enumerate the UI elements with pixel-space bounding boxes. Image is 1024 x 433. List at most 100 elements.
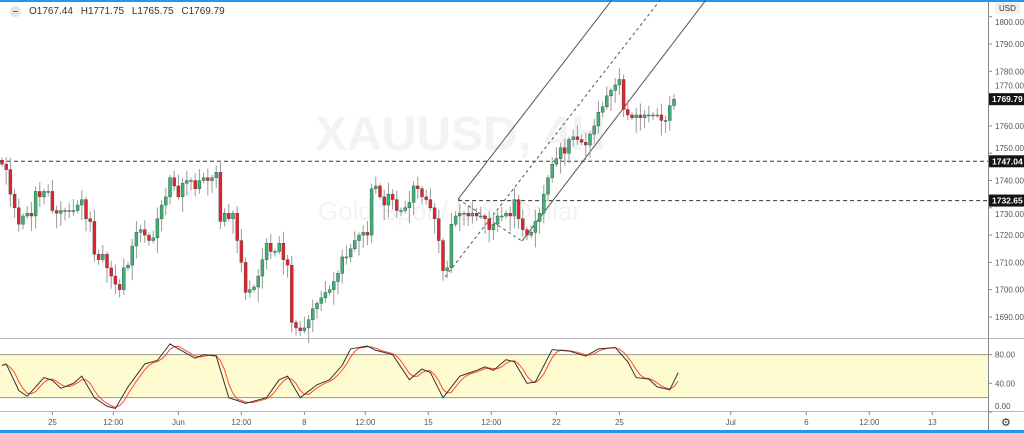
osc-tick-label: 0.00 — [995, 402, 1011, 411]
candle-up — [529, 232, 533, 236]
candle-up — [311, 308, 315, 320]
candle-down — [294, 322, 298, 329]
time-tick-label: 12:00 — [859, 418, 880, 427]
price-label-box — [989, 93, 1024, 106]
candle-down — [432, 207, 437, 219]
candle-up — [655, 114, 659, 117]
candle-down — [17, 207, 21, 225]
candle-up — [403, 207, 407, 211]
time-tick-label: 25 — [48, 418, 57, 427]
candle-up — [63, 210, 67, 212]
candle-up — [164, 196, 168, 206]
candle-up — [264, 243, 269, 260]
candle-up — [252, 286, 256, 290]
candle-down — [378, 185, 382, 198]
candle-up — [222, 213, 227, 222]
settings-gear-icon[interactable]: ⚙ — [1001, 417, 1011, 429]
drawings[interactable] — [0, 0, 988, 278]
candle-down — [109, 267, 113, 277]
candle-up — [600, 106, 605, 113]
candle-down — [298, 327, 302, 331]
candle-up — [214, 172, 218, 178]
candle-up — [327, 289, 332, 293]
currency-button[interactable]: USD — [995, 3, 1020, 14]
candle-down — [235, 213, 239, 241]
time-tick-label: Jun — [172, 418, 185, 427]
candle-up — [155, 218, 160, 239]
candle-up — [407, 202, 412, 208]
candle-down — [487, 218, 491, 230]
candle-down — [50, 191, 55, 211]
watermark-description: Gold Spot / U.S. Dollar — [318, 196, 581, 226]
candle-down — [117, 284, 122, 290]
candle-up — [554, 158, 559, 165]
candle-up — [46, 191, 50, 193]
price-tick-label: 1700.00 — [995, 286, 1024, 295]
candle-up — [201, 177, 206, 181]
candle-up — [319, 297, 323, 304]
candle-up — [571, 136, 575, 140]
candle-up — [453, 215, 458, 225]
candle-down — [206, 177, 210, 181]
price-tick-label: 1710.00 — [995, 258, 1024, 267]
candle-down — [508, 213, 512, 217]
candle-up — [411, 185, 416, 203]
candle-down — [12, 193, 17, 208]
candles — [0, 68, 676, 343]
candle-up — [344, 256, 349, 259]
candle-up — [399, 210, 403, 212]
close-value: C1769.79 — [181, 6, 225, 17]
candle-down — [29, 213, 34, 217]
candle-down — [441, 240, 445, 271]
candle-up — [126, 264, 130, 269]
candle-down — [575, 136, 580, 140]
candle-down — [525, 229, 529, 236]
candle-down — [0, 159, 4, 165]
price-tick-label: 1780.00 — [995, 67, 1024, 76]
candle-down — [227, 213, 231, 219]
channel-lower-line — [521, 0, 707, 242]
candle-down — [474, 213, 479, 217]
candle-up — [647, 114, 651, 117]
time-tick-label: 6 — [804, 418, 809, 427]
stochastic-band — [0, 354, 988, 398]
candle-up — [210, 177, 214, 181]
candle-up — [533, 221, 538, 233]
candle-down — [659, 114, 664, 121]
candle-down — [516, 199, 521, 219]
candle-down — [113, 275, 118, 285]
candle-up — [159, 204, 164, 219]
candle-up — [567, 139, 571, 154]
time-tick-label: 12:00 — [481, 418, 502, 427]
candle-down — [285, 259, 290, 266]
price-label: 1747.04 — [992, 156, 1023, 166]
candle-down — [105, 254, 109, 269]
candle-up — [592, 125, 596, 135]
candle-up — [332, 281, 336, 290]
candle-down — [172, 177, 176, 187]
time-tick-label: Jul — [726, 418, 736, 427]
candle-up — [315, 303, 319, 310]
axes: 1800.00 1790.00 1780.00 1770.00 1760.00 1750.… — [48, 16, 1024, 427]
candle-up — [21, 215, 25, 225]
candle-up — [248, 289, 252, 293]
candle-down — [54, 210, 59, 214]
candle-up — [323, 292, 328, 299]
candle-up — [613, 84, 617, 91]
candle-up — [122, 267, 126, 290]
candle-up — [651, 114, 655, 117]
candle-up — [168, 177, 172, 198]
candle-up — [588, 133, 592, 146]
candle-down — [382, 196, 386, 206]
candle-down — [521, 218, 525, 230]
candle-up — [277, 243, 281, 252]
candle-down — [243, 262, 248, 293]
candle-down — [638, 114, 643, 118]
collapse-legend-button[interactable] — [10, 6, 21, 17]
price-tick-label: 1730.00 — [995, 210, 1024, 219]
candle-up — [558, 147, 563, 159]
candle-up — [151, 237, 155, 241]
candle-up — [302, 327, 307, 331]
candle-up — [25, 213, 29, 217]
